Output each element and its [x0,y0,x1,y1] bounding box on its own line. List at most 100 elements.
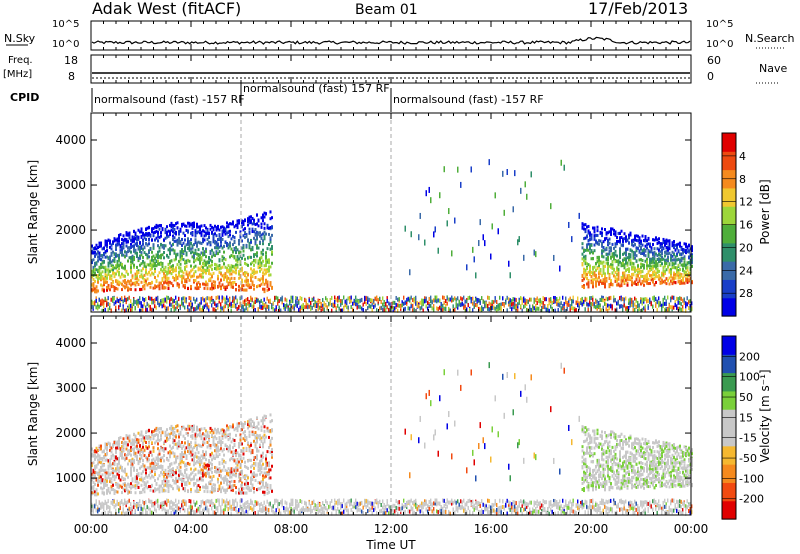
clutter-cell [125,503,127,508]
power-cell [235,230,237,234]
clutter-cell [125,300,127,305]
power-cell [653,247,656,251]
power-cell [106,274,108,278]
clutter-cell [566,306,568,311]
power-cell [595,273,597,277]
clutter-cell [148,296,150,301]
power-cell [194,278,197,282]
clutter-cell [365,295,367,300]
colorbar-tick-label: 16 [739,219,753,232]
power-cell [112,241,114,245]
power-cell [269,281,272,285]
power-cell [130,270,132,274]
power-cell [224,227,227,231]
velocity-cell [103,480,105,484]
velocity-cell [112,462,114,466]
clutter-cell [686,296,688,301]
velocity-cell [118,486,120,490]
power-cell [262,287,264,291]
clutter-cell [172,501,174,506]
power-cell [164,276,167,280]
power-cell [662,274,665,278]
power-cell [166,225,168,229]
power-cell [151,255,153,259]
clutter-cell [436,295,438,300]
velocity-cell [124,483,126,487]
power-cell [251,260,254,264]
velocity-cell [130,441,132,445]
clutter-cell [290,299,292,304]
clutter-cell [547,308,549,313]
clutter-cell [535,303,537,308]
power-cell [598,255,600,259]
power-cell [221,232,224,236]
clutter-cell [625,296,627,301]
power-cell [130,250,132,254]
power-cell [98,276,101,280]
power-cell [149,247,152,251]
clutter-cell [205,299,207,304]
power-cell [136,251,138,255]
power-cell [97,259,99,263]
power-cell [218,281,221,285]
power-cell [128,256,131,260]
velocity-cell [110,446,113,450]
clutter-cell [362,302,364,307]
clutter-cell [109,509,111,514]
clutter-cell [152,300,154,305]
power-cell [133,244,135,248]
clutter-cell [457,305,459,310]
power-cell [101,247,104,251]
power-cell [244,288,246,292]
power-cell [179,274,182,278]
clutter-cell [511,299,513,304]
power-cell [601,261,603,265]
clutter-cell [596,304,598,309]
clutter-cell [235,295,237,300]
clutter-cell [428,303,430,308]
power-cell [670,274,672,278]
clutter-cell [170,296,172,301]
power-cell [91,261,93,265]
power-cell [254,260,257,264]
velocity-cell [151,483,153,487]
power-cell [640,274,642,278]
power-cell [217,267,219,271]
power-cell [671,266,674,270]
power-cell [616,277,618,281]
power-cell [202,268,204,272]
power-cell [617,269,620,273]
clutter-cell [484,304,486,309]
power-cell [140,227,143,231]
power-cell [172,267,174,271]
power-cell [202,271,204,275]
power-cell [97,255,99,259]
power-cell [640,258,642,262]
power-cell [194,251,197,255]
clutter-cell [562,295,564,300]
clutter-cell [584,307,586,312]
colorbar-segment [722,297,736,317]
power-cell [98,265,101,269]
clutter-cell [118,508,120,513]
velocity-cell [137,474,140,478]
clutter-cell [491,305,493,310]
power-cell [593,277,596,281]
velocity-cell [148,429,150,433]
clutter-cell [241,295,243,300]
clutter-cell [671,305,673,310]
clutter-cell [511,302,513,307]
power-cell [662,257,665,261]
clutter-cell [493,305,495,310]
power-cell [643,248,645,252]
clutter-cell [533,297,535,302]
power-cell [140,246,143,250]
clutter-cell [607,303,609,308]
power-cell [166,281,168,285]
velocity-cell [124,469,126,473]
clutter-cell [242,300,244,305]
velocity-cell [118,473,120,477]
clutter-cell [281,300,283,305]
power-cell [229,282,231,286]
power-cell [661,278,663,282]
